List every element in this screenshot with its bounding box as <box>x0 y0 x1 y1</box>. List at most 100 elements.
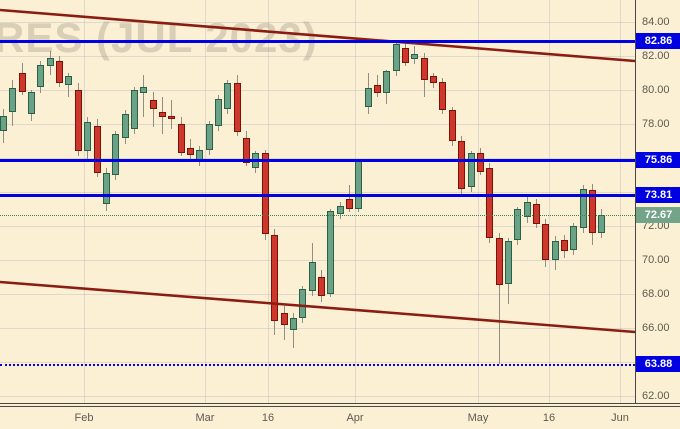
candle-down <box>261 152 269 235</box>
horizontal-gridline <box>0 90 635 91</box>
candle-down <box>458 141 466 189</box>
candle-down <box>149 100 157 109</box>
candle-down <box>168 115 176 119</box>
candle-wick <box>143 74 145 118</box>
candle-wick <box>68 73 70 97</box>
x-axis-label: Mar <box>195 412 215 424</box>
candle-up <box>383 71 391 94</box>
y-axis-label: 68.00 <box>642 288 670 300</box>
candle-up <box>467 152 475 187</box>
candle-up <box>84 122 92 152</box>
candle-down <box>542 224 550 260</box>
y-axis-label: 84.00 <box>642 16 670 28</box>
vertical-gridline <box>620 0 621 403</box>
candle-down <box>158 112 166 118</box>
horizontal-gridline <box>0 158 635 159</box>
candle-up <box>570 226 578 250</box>
candle-wick <box>152 91 154 128</box>
candle-up <box>411 54 419 60</box>
trend-line[interactable] <box>0 280 635 334</box>
candle-wick <box>171 100 173 130</box>
candle-down <box>177 124 185 153</box>
candle-down <box>476 152 484 172</box>
candle-up <box>9 88 17 113</box>
chart-plot-area[interactable]: RES (JUL 2023) <box>0 0 635 403</box>
candle-up <box>0 115 7 131</box>
price-level-line[interactable] <box>0 193 635 197</box>
y-axis-label: 66.00 <box>642 322 670 334</box>
candle-down <box>345 198 353 209</box>
y-axis-label: 78.00 <box>642 118 670 130</box>
candle-up <box>102 173 110 204</box>
candle-up <box>336 205 344 215</box>
price-level-flag: 82.86 <box>636 33 680 50</box>
horizontal-gridline <box>0 22 635 23</box>
horizontal-gridline <box>0 294 635 295</box>
candle-up <box>392 44 400 72</box>
candle-wick <box>292 312 294 349</box>
vertical-gridline <box>478 0 479 403</box>
candle-down <box>420 57 428 80</box>
candle-up <box>523 202 531 218</box>
x-axis-label: Jun <box>611 412 629 424</box>
candle-up <box>140 86 148 94</box>
time-axis[interactable]: Feb Mar 16 Apr May 16 Jun <box>0 403 680 429</box>
price-level-line[interactable] <box>0 39 635 43</box>
candle-up <box>551 241 559 260</box>
horizontal-gridline <box>0 396 635 397</box>
candle-down <box>18 73 26 92</box>
candle-down <box>495 237 503 286</box>
trendlines-layer <box>0 8 635 334</box>
price-level-line[interactable] <box>0 158 635 162</box>
candle-down <box>486 168 494 238</box>
y-axis-label: 80.00 <box>642 84 670 96</box>
price-level-line[interactable] <box>0 364 635 367</box>
x-axis-label: Apr <box>346 412 364 424</box>
candle-down <box>280 312 288 325</box>
candle-down <box>532 203 540 225</box>
price-axis[interactable]: 84.0082.0080.0078.0076.0074.0072.0070.00… <box>635 0 680 403</box>
y-axis-label: 82.00 <box>642 50 670 62</box>
candle-down <box>448 110 456 141</box>
candle-down <box>271 234 279 322</box>
price-level-flag: 63.88 <box>636 356 680 373</box>
candle-up <box>37 64 45 87</box>
candle-down <box>589 190 597 233</box>
candle-down <box>74 90 82 152</box>
candle-down <box>93 125 101 174</box>
horizontal-gridline <box>0 192 635 193</box>
candle-up <box>205 124 213 150</box>
horizontal-gridline <box>0 362 635 363</box>
price-level-flag: 75.86 <box>636 152 680 169</box>
candle-down <box>56 61 64 84</box>
candle-up <box>355 161 363 209</box>
trend-line[interactable] <box>0 8 635 63</box>
candle-up <box>579 188 587 228</box>
candle-up <box>224 83 232 109</box>
vertical-gridline <box>549 0 550 403</box>
price-level-flag: 73.81 <box>636 187 680 204</box>
candle-down <box>317 277 325 296</box>
vertical-gridline <box>205 0 206 403</box>
x-axis-label: Feb <box>74 412 94 424</box>
candle-up <box>327 210 335 294</box>
candle-up <box>504 241 512 284</box>
vertical-gridline <box>84 0 85 403</box>
candle-down <box>374 84 381 94</box>
y-axis-label: 62.00 <box>642 390 670 402</box>
candle-up <box>514 209 522 240</box>
candle-up <box>289 317 297 330</box>
candle-up <box>28 91 36 114</box>
x-axis-label: 16 <box>542 412 556 424</box>
candle-up <box>130 90 138 130</box>
candle-down <box>243 137 251 164</box>
horizontal-gridline <box>0 260 635 261</box>
candle-down <box>187 147 194 155</box>
candle-up <box>364 88 372 107</box>
candle-down <box>439 81 447 111</box>
candle-up <box>299 288 307 318</box>
horizontal-gridline <box>0 56 635 57</box>
axis-divider <box>0 406 680 407</box>
candle-down <box>233 83 241 133</box>
